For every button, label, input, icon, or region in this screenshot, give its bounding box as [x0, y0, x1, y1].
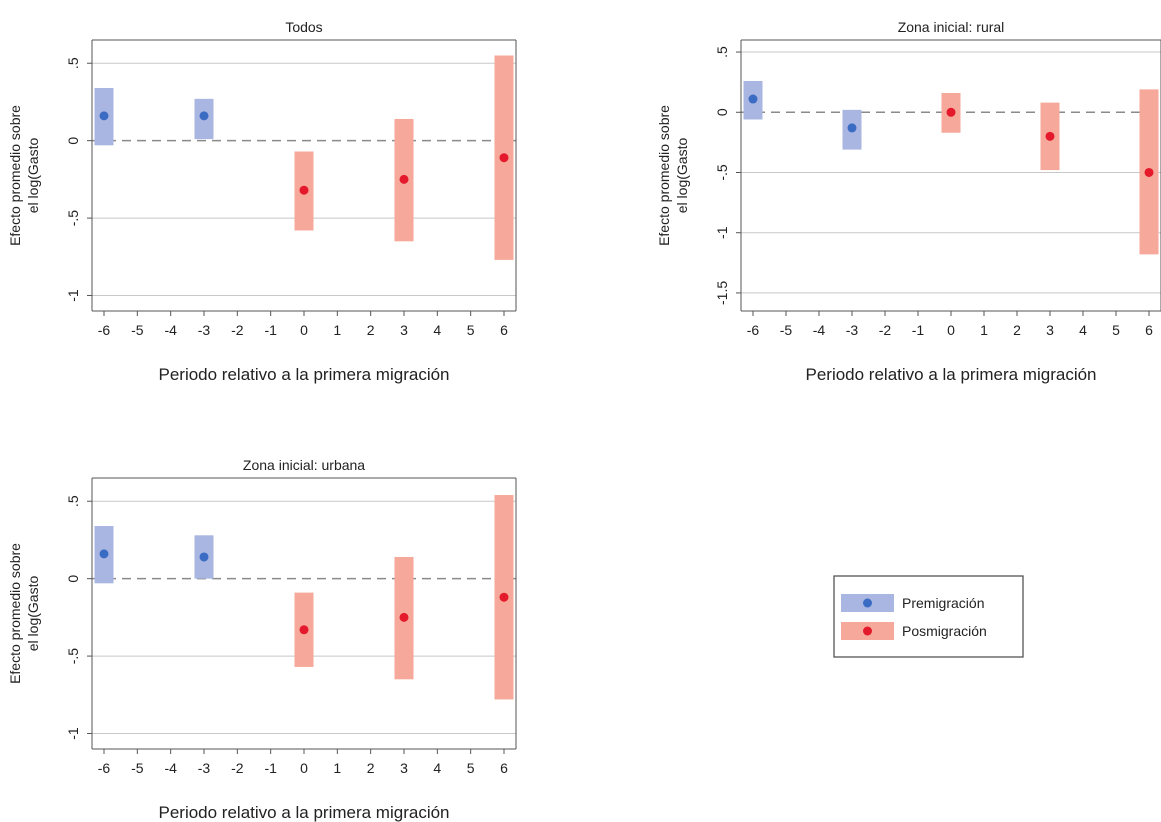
x-tick-label: -6 [98, 760, 111, 776]
x-tick-label: -1 [264, 760, 277, 776]
x-tick-label: -2 [231, 760, 244, 776]
estimate-point-pre [99, 111, 109, 121]
y-axis-label-line: el log(Gasto [25, 576, 41, 652]
y-tick-label: .5 [65, 495, 81, 507]
x-tick-label: -4 [813, 322, 826, 338]
estimate-point-post [946, 107, 956, 117]
x-tick-label: -2 [879, 322, 892, 338]
estimate-point-pre [199, 552, 209, 562]
x-tick-label: -5 [131, 322, 144, 338]
estimate-point-pre [847, 123, 857, 133]
x-axis-label: Periodo relativo a la primera migración [158, 365, 449, 384]
x-tick-label: 0 [300, 322, 308, 338]
legend-label-post: Posmigración [902, 623, 987, 639]
estimate-point-post [299, 625, 309, 635]
y-axis-label: Efecto promedio sobre el log(Gasto [7, 543, 41, 684]
y-tick-label: 0 [65, 575, 81, 583]
y-axis-label-line: el log(Gasto [674, 138, 690, 214]
y-tick-label: -1 [65, 727, 81, 740]
y-tick-label: 0 [65, 137, 81, 145]
y-tick-label: .5 [65, 57, 81, 69]
estimate-point-post [499, 153, 509, 163]
x-tick-label: 0 [947, 322, 955, 338]
x-tick-label: 1 [980, 322, 988, 338]
x-tick-label: -5 [780, 322, 793, 338]
x-tick-label: -1 [264, 322, 277, 338]
x-tick-label: -4 [164, 760, 177, 776]
estimate-point-post [399, 174, 409, 184]
x-axis-label: Periodo relativo a la primera migración [158, 803, 449, 822]
legend-marker-pre [863, 598, 872, 608]
chart-title: Zona inicial: urbana [243, 457, 365, 473]
x-tick-label: 5 [1112, 322, 1120, 338]
x-tick-label: -4 [164, 322, 177, 338]
y-axis-label: Efecto promedio sobre el log(Gasto [7, 105, 41, 246]
x-tick-label: 2 [367, 760, 375, 776]
x-tick-label: 4 [433, 322, 441, 338]
x-tick-label: -3 [198, 322, 211, 338]
x-tick-label: 3 [1046, 322, 1054, 338]
legend-label-pre: Premigración [902, 595, 984, 611]
chart-title: Todos [285, 19, 322, 35]
y-tick-label: -.5 [65, 210, 81, 227]
y-axis-label-line: Efecto promedio sobre [7, 543, 23, 684]
panel-zona-urbana: Zona inicial: urbana .5 0 -.5 -1 -6 -5 -4 -3 -2 -1… [7, 457, 517, 822]
x-tick-label: 6 [500, 760, 508, 776]
x-tick-label: -2 [231, 322, 244, 338]
y-tick-label: -.5 [714, 164, 730, 181]
y-axis-label-line: Efecto promedio sobre [656, 105, 672, 246]
x-tick-label: 0 [300, 760, 308, 776]
chart-title: Zona inicial: rural [898, 19, 1005, 35]
x-tick-label: 6 [1145, 322, 1153, 338]
y-tick-label: -1 [65, 289, 81, 302]
estimate-point-post [299, 185, 309, 195]
y-tick-label: -.5 [65, 648, 81, 665]
x-tick-label: -1 [912, 322, 925, 338]
x-tick-label: 2 [367, 322, 375, 338]
x-tick-label: 5 [467, 760, 475, 776]
x-tick-label: -3 [198, 760, 211, 776]
x-tick-label: 2 [1013, 322, 1021, 338]
y-tick-label: 0 [714, 108, 730, 116]
x-tick-label: 3 [400, 322, 408, 338]
x-tick-label: -3 [846, 322, 859, 338]
x-tick-label: 5 [467, 322, 475, 338]
x-tick-label: 6 [500, 322, 508, 338]
x-tick-label: 4 [1079, 322, 1087, 338]
estimate-point-pre [199, 111, 209, 121]
panel-todos: Todos .5 0 -.5 -1 -6 -5 -4 -3 -2 -1 0 1 2 3 4 5 6 Periodo … [7, 19, 517, 384]
estimate-point-post [1144, 167, 1154, 177]
y-axis-label: Efecto promedio sobre el log(Gasto [656, 105, 690, 246]
y-axis-label-line: Efecto promedio sobre [7, 105, 23, 246]
y-tick-label: -1.5 [714, 281, 730, 305]
x-tick-label: 1 [333, 322, 341, 338]
y-tick-label: -1 [714, 226, 730, 239]
estimate-point-pre [99, 549, 109, 559]
panel-zona-rural: Zona inicial: rural .5 0 -.5 -1 -1.5 -6 -5 -4 -3 -… [656, 19, 1161, 384]
legend-marker-post [863, 626, 872, 636]
estimate-point-post [1045, 131, 1055, 141]
estimate-point-pre [748, 94, 758, 104]
x-tick-label: -6 [98, 322, 111, 338]
x-axis-label: Periodo relativo a la primera migración [805, 365, 1096, 384]
y-tick-label: .5 [714, 46, 730, 58]
x-tick-label: 1 [333, 760, 341, 776]
x-tick-label: -5 [131, 760, 144, 776]
legend: Premigración Posmigración [833, 575, 1024, 658]
y-axis-label-line: el log(Gasto [25, 138, 41, 214]
x-tick-label: 3 [400, 760, 408, 776]
estimate-point-post [399, 612, 409, 622]
x-tick-label: 4 [433, 760, 441, 776]
estimate-point-post [499, 592, 509, 602]
x-tick-label: -6 [747, 322, 760, 338]
legend-box [833, 575, 1024, 658]
